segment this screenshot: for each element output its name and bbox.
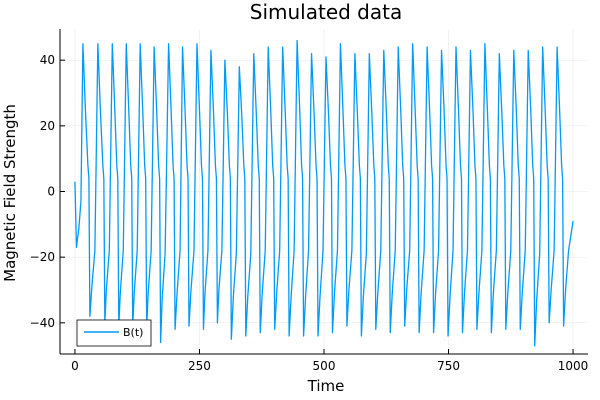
y-tick-label: 40	[40, 53, 55, 67]
series-layer	[74, 39, 574, 347]
x-tick-label: 250	[188, 359, 211, 373]
legend: B(t)	[76, 319, 152, 347]
y-tick-label: −20	[30, 250, 55, 264]
y-axis-title: Magnetic Field Strength	[1, 104, 19, 282]
x-tick-label: 750	[437, 359, 460, 373]
x-axis-title: Time	[307, 377, 345, 395]
legend-box	[76, 319, 152, 347]
legend-label: B(t)	[123, 326, 143, 339]
x-tick-label: 500	[313, 359, 336, 373]
series-line-B(t)	[74, 39, 574, 347]
x-tick-label: 0	[71, 359, 79, 373]
y-tick-label: −40	[30, 316, 55, 330]
y-tick-label: 0	[47, 185, 55, 199]
chart-title: Simulated data	[250, 0, 402, 24]
axis-ticks: 0 250 500 750 1000 −40 −20 0 20 40	[30, 53, 589, 373]
y-tick-label: 20	[40, 119, 55, 133]
x-tick-label: 1000	[558, 359, 589, 373]
